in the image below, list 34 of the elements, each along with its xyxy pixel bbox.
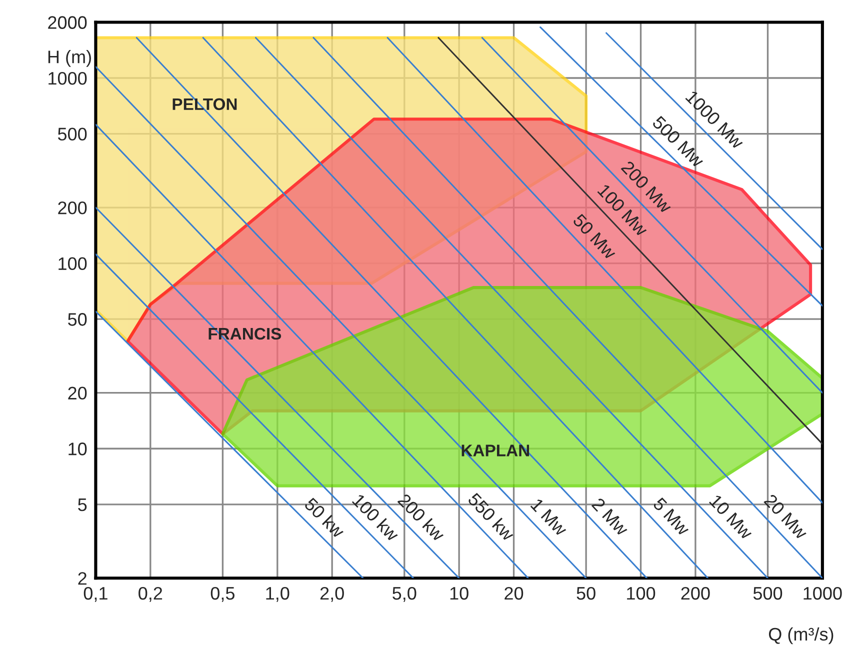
x-tick-label: 1,0	[266, 586, 290, 602]
x-tick-label: 20	[504, 586, 524, 600]
y-tick-label: 500	[58, 128, 87, 141]
x-tick-label: 500	[753, 586, 782, 600]
y-axis-title: H (m)	[48, 50, 91, 67]
x-tick-label: 5,0	[392, 586, 416, 602]
text: 200 kw	[397, 492, 446, 542]
x-tick-label: 2,0	[320, 586, 344, 602]
y-tick-label: 10	[68, 442, 87, 456]
text: 550 kw	[467, 492, 516, 542]
x-tick-label: 0,5	[210, 586, 234, 602]
y-tick-label: 20	[68, 386, 87, 400]
x-tick-label: 200	[681, 586, 710, 600]
y-tick-label: 200	[58, 201, 87, 214]
text: 5 Mw	[652, 496, 691, 537]
x-tick-label: 0,1	[84, 586, 108, 602]
y-tick-label: 2	[78, 572, 86, 585]
y-tick-label: 100	[58, 257, 87, 270]
text: 2 Mw	[591, 497, 630, 537]
y-tick-label: 5	[78, 498, 87, 512]
x-tick-label: 50	[576, 586, 596, 600]
text: 1 Mw	[530, 498, 568, 537]
text: 10 Mw	[708, 494, 754, 540]
text: 20 Mw	[764, 493, 809, 540]
x-tick-label: 1000	[804, 586, 842, 600]
x-tick-label: 100	[627, 586, 656, 600]
x-tick-label: 10	[450, 586, 468, 600]
text: 50 kw	[304, 496, 346, 539]
y-tick-label: 50	[68, 313, 87, 326]
y-tick-label: 1000	[48, 72, 87, 85]
x-tick-label: 0,2	[138, 586, 162, 602]
y-tick-label: 2000	[48, 16, 87, 29]
x-axis-title: Q (m³/s)	[768, 627, 834, 644]
text: 50 Mw	[572, 213, 618, 260]
